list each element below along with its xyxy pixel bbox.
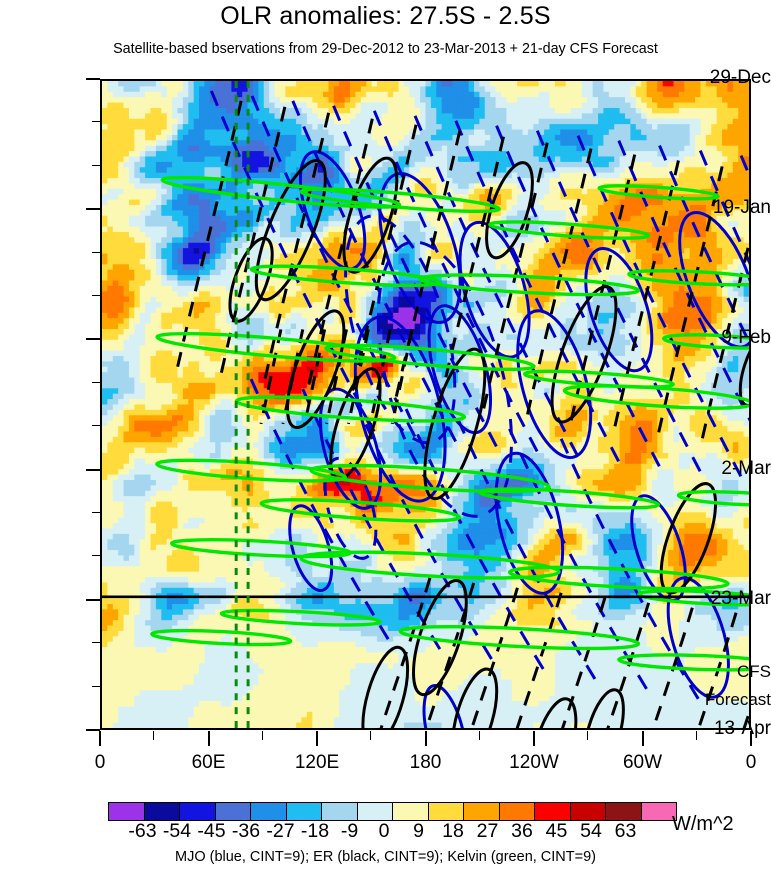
x-axis-label: 120E [294,752,340,773]
y-tick-major [86,208,100,211]
wave-legend-note: MJO (blue, CINT=9); ER (black, CINT=9); … [174,849,597,865]
colorbar-tick-label: 45 [545,820,568,842]
x-axis-label: 180 [409,752,442,773]
y-tick-minor [92,121,100,123]
x-tick-major [99,731,101,746]
y-tick-major [86,598,100,601]
cfs-forecast-note-line2: Forecast [704,689,771,709]
colorbar-tick-label: 18 [442,820,464,842]
y-axis-label: 2-Mar [721,457,771,479]
colorbar-tick-label: 0 [378,820,390,842]
y-tick-minor [92,251,100,253]
x-axis-label: 120W [509,752,559,773]
colorbar-swatch [641,803,676,820]
colorbar-unit-label: W/m^2 [672,813,734,835]
y-tick-major [86,468,100,471]
y-tick-minor [92,642,100,644]
colorbar-swatch [535,803,571,820]
colorbar-swatch [428,803,464,820]
y-axis-label: 13-Apr [713,718,771,739]
colorbar-tick-label: -36 [231,820,261,842]
y-tick-minor [92,685,100,687]
kelvin-contours [150,175,749,672]
colorbar-swatch [144,803,180,820]
colorbar-tick-label: 9 [413,820,424,842]
y-tick-minor [92,512,100,513]
colorbar-tick-label: -45 [197,820,226,842]
x-tick-minor [695,731,697,740]
colorbar-swatch [570,803,606,820]
x-tick-minor [261,731,263,740]
colorbar-swatch [322,803,358,820]
wave-contour-overlay [102,81,749,728]
x-tick-major [641,731,644,746]
colorbar-swatch [180,803,216,820]
colorbar-tick-label: 36 [511,820,533,842]
x-tick-minor [370,731,372,740]
colorbar-tick-label: -18 [300,820,330,842]
y-tick-minor [92,381,100,383]
x-axis-label: 60W [622,752,663,773]
colorbar-tick-label: 54 [580,820,602,842]
x-tick-major [750,731,752,746]
x-tick-major [316,731,318,746]
y-tick-major [86,78,100,80]
x-tick-major [424,731,427,746]
colorbar-swatch [215,803,251,820]
y-axis-label: 9-Feb [721,327,771,349]
colorbar-swatch [251,803,287,820]
colorbar-swatch [286,803,322,820]
y-axis-label: 19-Jan [712,197,771,219]
page-subtitle: Satellite-based bservations from 29-Dec-… [113,41,658,57]
colorbar-tick-label: 63 [614,820,637,842]
reference-lines [102,81,749,728]
y-axis-label: 23-Mar [710,587,771,609]
colorbar-swatch [499,803,535,820]
hovmoller-plot [100,79,751,730]
x-axis-label: 0 [745,752,757,773]
colorbar-swatch [393,803,429,820]
colorbar-tick-label: 27 [476,820,499,842]
y-tick-minor [92,555,100,557]
x-tick-major [533,731,535,746]
x-tick-minor [587,731,589,740]
x-axis-label: 60E [191,752,226,773]
colorbar-tick-label: -63 [128,820,157,842]
colorbar-tick-label: -9 [340,820,359,842]
colorbar-swatch [606,803,642,820]
colorbar-tick-label: -27 [266,820,295,842]
y-tick-minor [92,295,100,296]
y-tick-major [86,729,100,731]
y-tick-major [86,338,100,341]
x-tick-major [207,731,210,746]
colorbar-swatch [109,803,145,820]
page-title: OLR anomalies: 27.5S - 2.5S [220,2,551,30]
colorbar-tick-label: -54 [162,820,192,842]
x-axis-label: 0 [94,752,106,773]
y-tick-minor [92,425,100,427]
x-tick-minor [153,731,155,740]
cfs-forecast-note-line1: CFS [737,661,771,681]
y-tick-minor [92,164,100,166]
colorbar-swatch [357,803,393,820]
x-tick-minor [478,731,480,740]
colorbar-swatch [464,803,500,820]
colorbar [108,802,677,821]
y-axis-label: 29-Dec [709,67,771,88]
